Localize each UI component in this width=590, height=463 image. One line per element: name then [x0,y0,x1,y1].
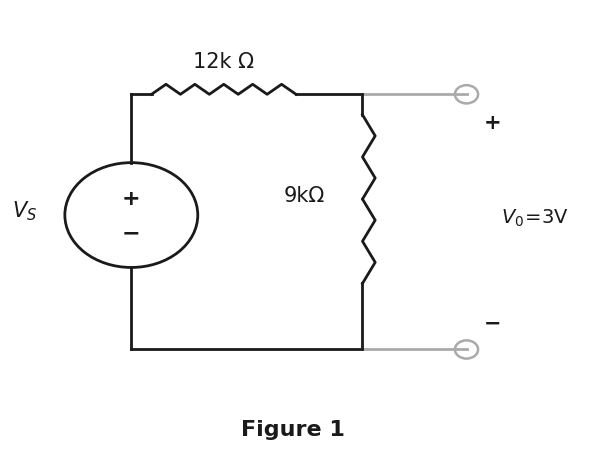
Text: Figure 1: Figure 1 [241,419,345,439]
Text: +: + [484,113,502,132]
Text: −: − [484,313,502,332]
Text: −: − [122,223,140,243]
Text: +: + [122,188,140,208]
Text: $V_S$: $V_S$ [12,199,37,223]
Text: 9kΩ: 9kΩ [284,185,325,205]
Text: $V_0\!=\!3\mathrm{V}$: $V_0\!=\!3\mathrm{V}$ [501,207,569,228]
Text: 12k Ω: 12k Ω [194,52,254,72]
